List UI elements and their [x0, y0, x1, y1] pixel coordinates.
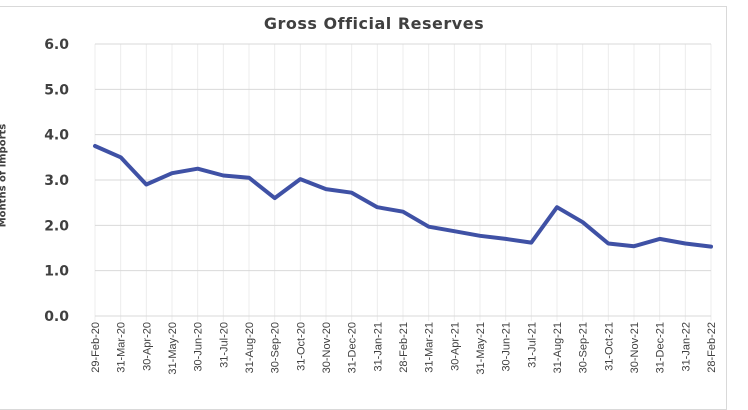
y-tick-label: 4.0	[44, 128, 69, 144]
x-tick-label: 31-Oct-21	[603, 322, 615, 371]
x-tick-label: 28-Feb-21	[398, 322, 410, 373]
y-tick-label: 2.0	[44, 218, 69, 234]
x-tick-label: 30-Apr-20	[141, 322, 153, 371]
x-tick-label: 31-Mar-21	[424, 322, 436, 373]
x-tick-label: 31-Oct-20	[295, 322, 307, 371]
x-tick-label: 30-Jun-20	[193, 322, 205, 372]
y-tick-label: 1.0	[44, 264, 69, 280]
y-tick-label: 6.0	[44, 37, 69, 53]
x-tick-label: 31-May-20	[167, 322, 179, 375]
x-tick-label: 31-Jan-21	[372, 322, 384, 372]
x-tick-label: 30-Nov-21	[629, 322, 641, 373]
x-tick-label: 29-Feb-20	[90, 322, 102, 373]
y-tick-label: 3.0	[44, 173, 69, 189]
x-tick-label: 30-Jun-21	[501, 322, 513, 372]
y-tick-label: 0.0	[44, 309, 69, 325]
x-tick-label: 31-Jan-22	[680, 322, 692, 372]
series-line	[93, 144, 713, 249]
x-tick-label: 30-Apr-21	[449, 322, 461, 371]
x-tick-label: 31-Dec-21	[655, 322, 667, 373]
x-tick-label: 31-Dec-20	[347, 322, 359, 373]
x-tick-label: 31-Jul-21	[526, 322, 538, 368]
x-tick-label: 31-May-21	[475, 322, 487, 375]
x-tick-label: 28-Feb-22	[706, 322, 718, 373]
x-tick-label: 31-Jul-20	[218, 322, 230, 368]
x-tick-label: 31-Mar-20	[116, 322, 128, 373]
x-tick-label: 31-Aug-21	[552, 322, 564, 373]
chart-title: Gross Official Reserves	[263, 14, 485, 33]
x-tick-label: 30-Sep-20	[270, 322, 282, 373]
y-tick-label: 5.0	[44, 82, 69, 98]
x-tick-label: 31-Aug-20	[244, 322, 256, 373]
x-tick-label: 30-Sep-21	[578, 322, 590, 373]
x-tick-label: 30-Nov-20	[321, 322, 333, 373]
